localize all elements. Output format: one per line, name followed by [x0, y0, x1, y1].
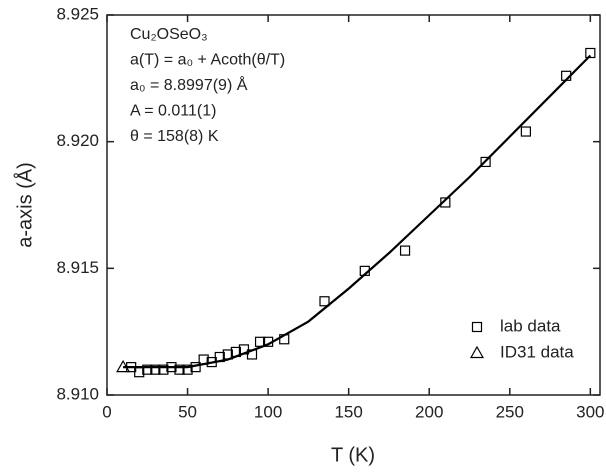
data-point	[520, 126, 531, 137]
x-tick-label: 250	[496, 402, 524, 421]
plot-frame	[106, 14, 601, 396]
x-tick-label: 50	[178, 402, 197, 421]
x-tick-label: 100	[254, 402, 282, 421]
data-point	[480, 156, 491, 168]
data-point	[585, 47, 596, 59]
data-point	[142, 364, 153, 375]
x-tick-label: 200	[415, 402, 443, 421]
data-point	[440, 197, 451, 208]
legend-marker	[471, 321, 483, 333]
annotation: a(T) = a₀ + Acoth(θ/T)	[130, 52, 285, 69]
x-tick-label: 150	[334, 402, 362, 421]
y-tick-label: 8.920	[56, 131, 99, 150]
legend-label: lab data	[500, 316, 561, 335]
annotation: θ = 158(8) K	[130, 128, 219, 145]
y-tick-label: 8.915	[56, 258, 99, 277]
data-point	[399, 245, 411, 256]
data-point	[150, 364, 161, 375]
x-axis-label: T (K)	[331, 444, 375, 466]
y-tick-label: 8.925	[56, 4, 99, 23]
fit-line	[123, 54, 592, 369]
x-tick-label: 300	[576, 402, 604, 421]
legend-label: ID31 data	[500, 342, 574, 361]
annotation: a₀ = 8.8997(9) Å	[130, 75, 248, 94]
legend-marker	[469, 345, 485, 359]
data-point	[174, 364, 185, 375]
annotation: Cu₂OSeO₃	[130, 26, 208, 43]
x-tick-label: 0	[102, 402, 111, 421]
y-tick-label: 8.910	[56, 384, 99, 403]
data-point	[319, 296, 330, 307]
data-point	[158, 364, 169, 375]
y-axis-label: a-axis (Å)	[13, 162, 36, 248]
annotation: A = 0.011(1)	[130, 103, 216, 120]
data-point	[182, 364, 193, 375]
